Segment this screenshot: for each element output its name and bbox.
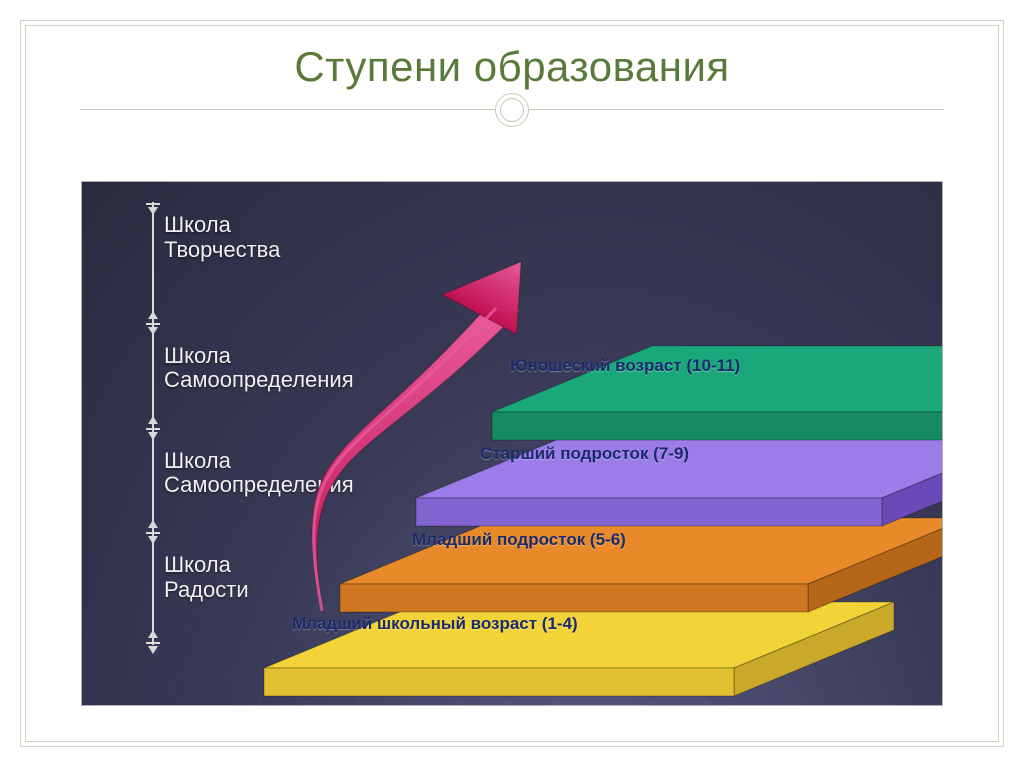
- axis-label-line2: Радости: [164, 577, 249, 602]
- title-divider: [80, 109, 944, 110]
- slide-frame: Ступени образования ШколаТворчестваШкола…: [20, 20, 1004, 747]
- axis-arrow-down-icon: [148, 646, 158, 656]
- axis-label: ШколаТворчества: [164, 213, 280, 261]
- axis-tick: [146, 532, 160, 534]
- axis-arrow-up-icon: [148, 416, 158, 426]
- axis-arrow-down-icon: [148, 432, 158, 442]
- axis-tick: [146, 323, 160, 325]
- axis-label: ШколаСамоопределения: [164, 449, 354, 497]
- axis-arrow-down-icon: [148, 536, 158, 546]
- slab-front-face: [492, 412, 943, 440]
- axis-arrow-up-icon: [148, 311, 158, 321]
- slab-front-face: [416, 498, 882, 526]
- axis-tick: [146, 642, 160, 644]
- slab-label: Юношеский возраст (10-11): [510, 356, 740, 376]
- title-ornament-circle: [495, 93, 529, 127]
- axis-label: ШколаРадости: [164, 553, 249, 601]
- axis-tick: [146, 203, 160, 205]
- slab-front-face: [340, 584, 808, 612]
- axis-arrow-down-icon: [148, 327, 158, 337]
- axis-label-line2: Творчества: [164, 237, 280, 262]
- axis-arrow-up-icon: [148, 630, 158, 640]
- stair-slab: [492, 306, 943, 452]
- axis-arrow-down-icon: [148, 207, 158, 217]
- axis-arrow-up-icon: [148, 520, 158, 530]
- axis-label-line2: Самоопределения: [164, 472, 354, 497]
- stairs-diagram: ШколаТворчестваШколаСамоопределенияШкола…: [81, 181, 943, 706]
- slab-front-face: [264, 668, 734, 696]
- axis-label-line1: Школа: [164, 448, 231, 473]
- axis-label: ШколаСамоопределения: [164, 344, 354, 392]
- axis-label-line2: Самоопределения: [164, 367, 354, 392]
- axis-label-line1: Школа: [164, 212, 231, 237]
- axis-label-line1: Школа: [164, 552, 231, 577]
- axis-tick: [146, 428, 160, 430]
- page-title: Ступени образования: [21, 43, 1003, 91]
- axis-label-line1: Школа: [164, 343, 231, 368]
